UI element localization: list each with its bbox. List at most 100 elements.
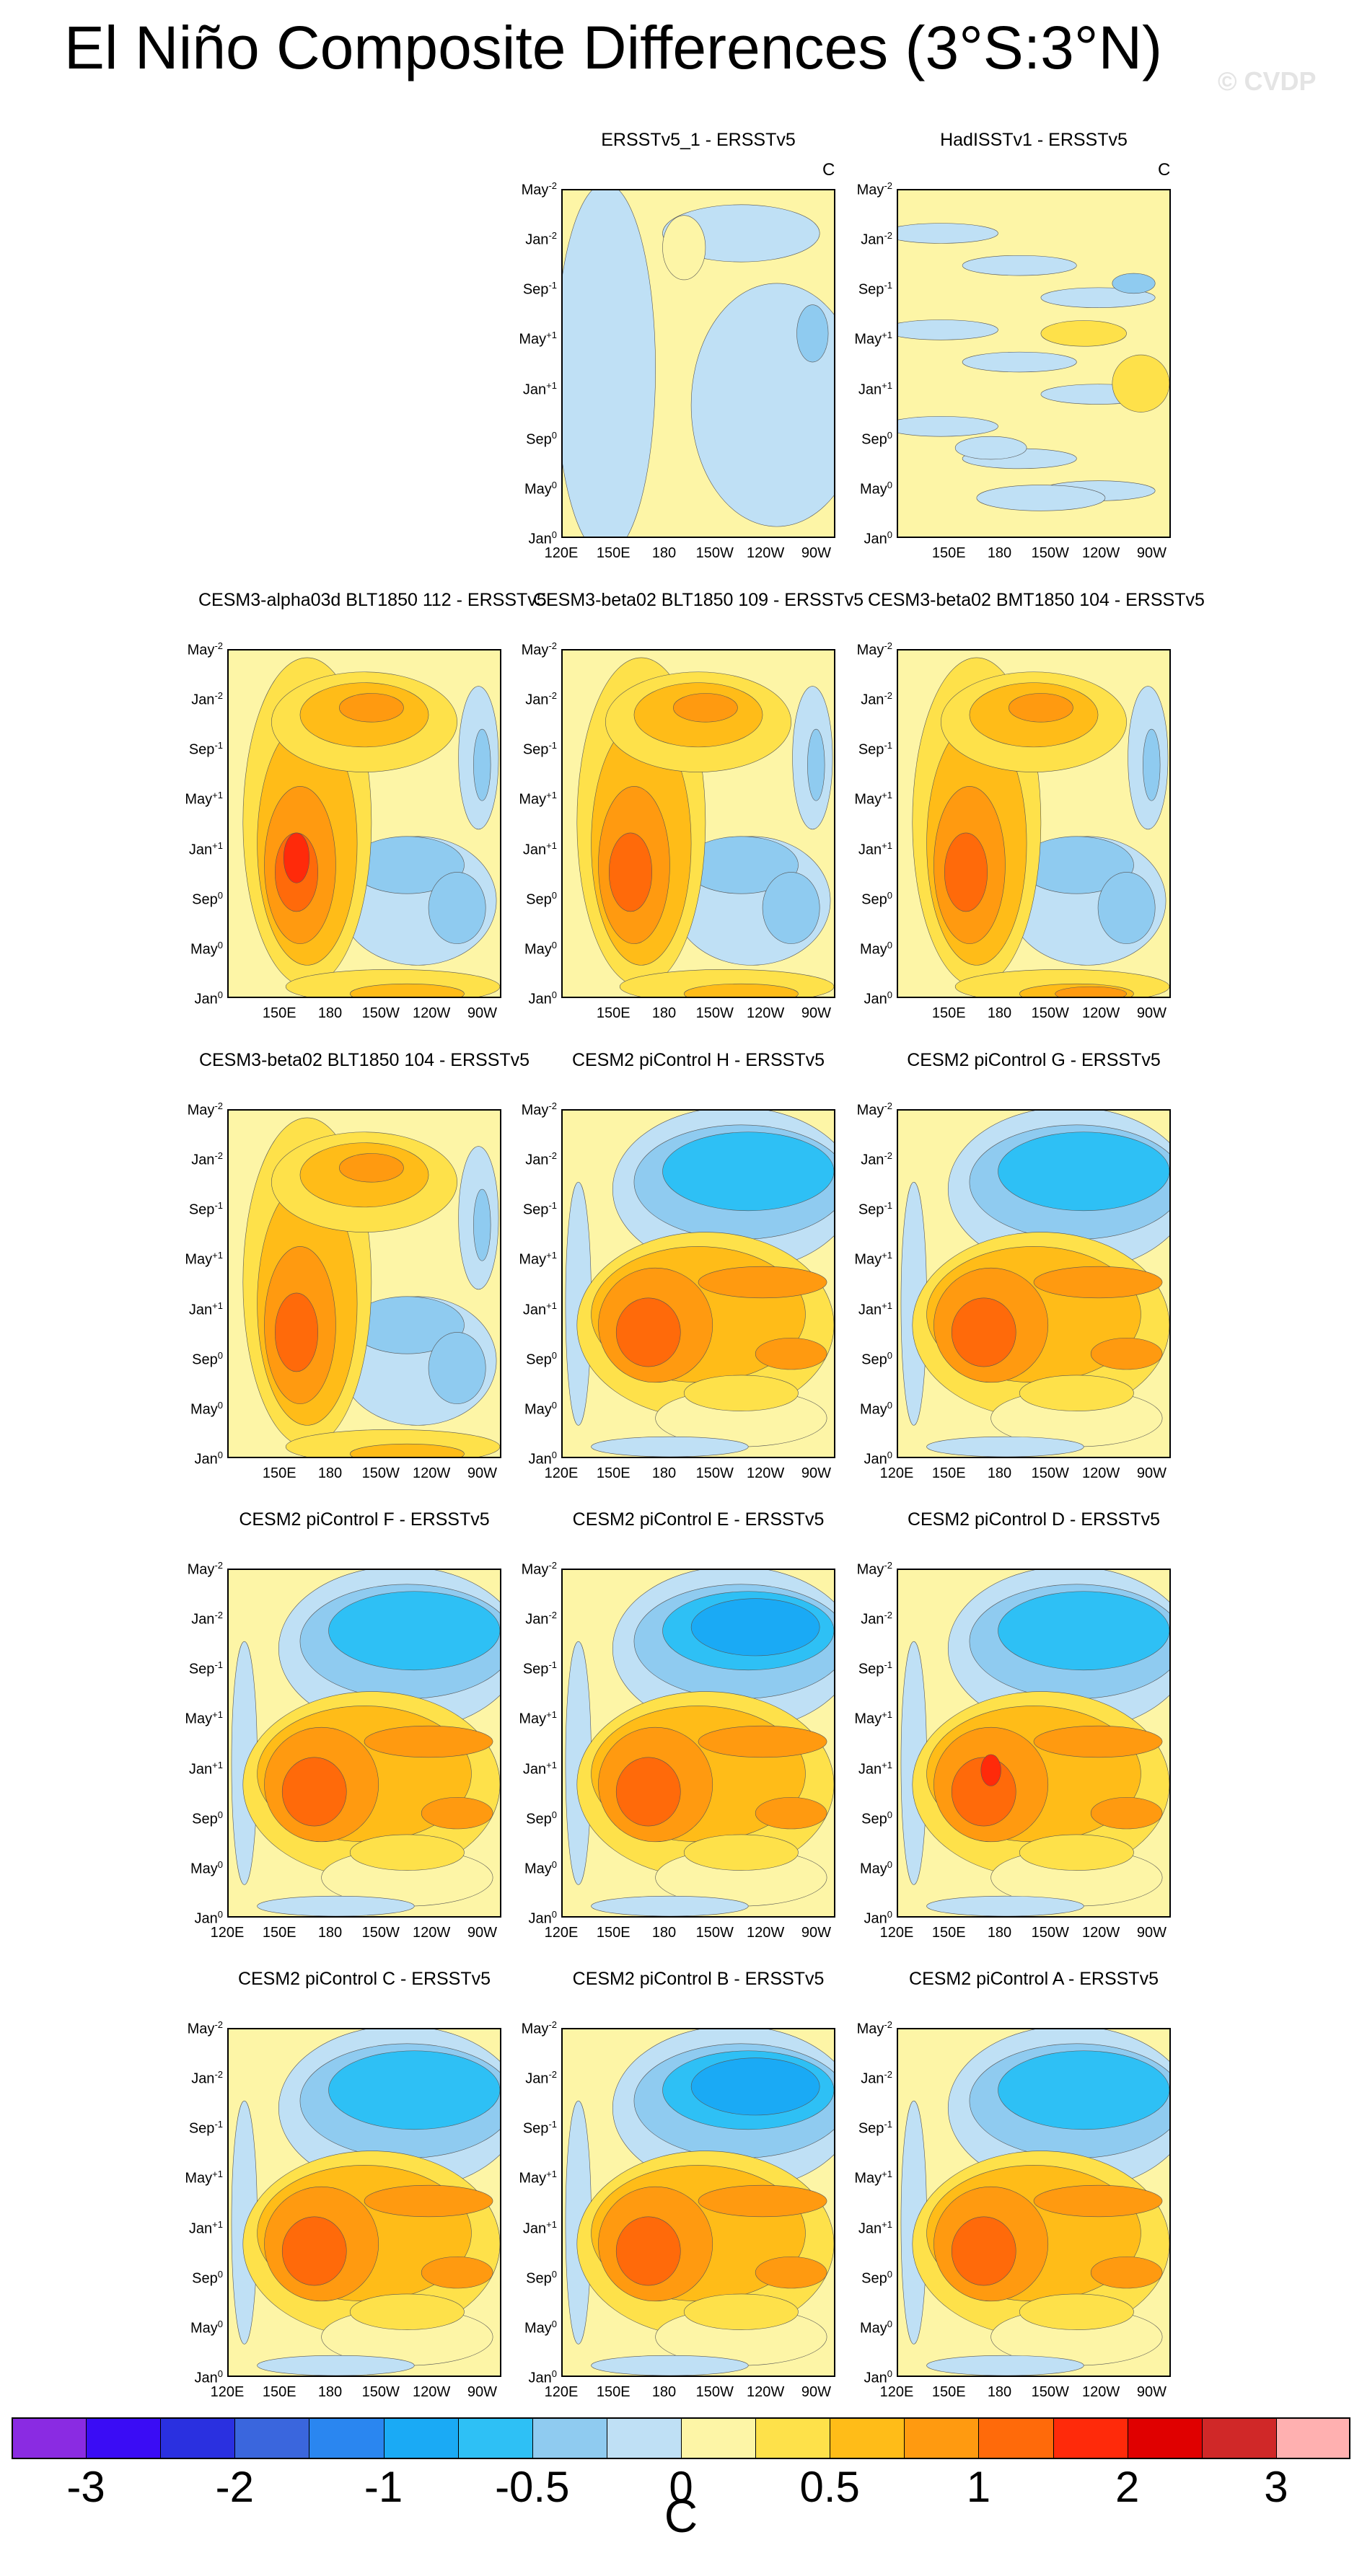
x-tick-label: 90W [801,1925,831,1941]
y-tick-year: +1 [212,1759,223,1770]
y-tick-month: Jan [858,381,882,398]
y-tick-label: Jan+1 [827,1300,892,1319]
y-tick-year: +1 [212,2169,223,2180]
y-tick-month: May [859,1401,887,1418]
x-tick-label: 120W [412,1005,451,1021]
x-tick-label: 90W [801,1005,831,1021]
panel-title: CESM2 piControl G - ERSSTv5 [907,1050,1161,1070]
y-tick-month: Jan [522,1302,547,1318]
colorbar-swatch [383,2417,458,2459]
y-tick-label: Sep-1 [492,740,557,759]
y-tick-year: -2 [884,230,892,242]
y-tick-month: May [856,1102,884,1119]
y-tick-month: May [524,481,552,498]
contour-region [951,1297,1016,1367]
hovmoller-plot [561,2028,835,2377]
y-tick-label: Sep0 [827,890,892,909]
contour-region [1055,986,1127,997]
contour-region [662,215,706,281]
x-tick-label: 180 [317,1465,343,1481]
y-tick-year: -2 [884,180,892,191]
y-tick-year: +1 [882,1300,892,1311]
contour-field [229,1570,500,1916]
contour-region [662,1132,834,1212]
y-tick-year: +1 [546,1709,557,1721]
panel-units: C [1158,160,1171,180]
y-tick-month: Jan [194,2370,218,2386]
y-tick-month: Sep [188,2120,215,2137]
y-tick-month: Jan [528,531,552,547]
colorbar-swatch [532,2417,607,2459]
y-tick-year: 0 [551,2318,557,2329]
y-tick-year: 0 [551,529,557,540]
contour-region [683,1834,799,1871]
x-tick-label: 150E [931,1465,966,1481]
contour-region [591,2355,749,2376]
panel-title: CESM2 piControl B - ERSSTv5 [572,1969,825,1989]
colorbar-swatch [1127,2417,1202,2459]
y-tick-label: Sep0 [492,1350,557,1369]
y-tick-label: Sep0 [827,2269,892,2288]
contour-region [951,2216,1016,2286]
y-tick-label: May+1 [492,330,557,348]
colorbar-swatch [681,2417,756,2459]
hovmoller-plot [561,1569,835,1918]
y-tick-month: Jan [525,2070,549,2087]
y-tick-month: May [185,1711,213,1728]
hovmoller-plot [897,2028,1171,2377]
y-tick-month: May [524,941,552,958]
hovmoller-plot [227,649,501,998]
y-tick-label: Sep0 [492,2269,557,2288]
y-tick-label: Jan+1 [492,380,557,399]
y-tick-month: May [187,1102,215,1119]
x-tick-label: 120E [544,1925,579,1941]
y-tick-year: -1 [214,1659,223,1671]
contour-region [364,1725,493,1758]
y-tick-label: Jan-2 [158,2069,223,2088]
x-tick-label: 120E [210,2384,245,2400]
hovmoller-plot [897,1569,1171,1918]
y-tick-year: -2 [548,2069,557,2081]
y-tick-label: Sep-1 [492,1659,557,1678]
y-tick-month: Sep [858,281,884,298]
contour-region [281,1757,347,1827]
y-tick-year: 0 [887,2268,892,2280]
y-tick-label: Jan-2 [492,1610,557,1628]
contour-region [998,1132,1169,1212]
contour-region [1009,693,1073,723]
contour-region [428,872,486,944]
y-tick-label: May+1 [827,2169,892,2187]
y-tick-month: Jan [864,1910,887,1927]
y-tick-year: +1 [882,1709,892,1721]
y-tick-month: Sep [861,891,887,908]
x-tick-label: 90W [801,545,831,561]
panel-title: CESM3-beta02 BLT1850 109 - ERSSTv5 [532,590,864,610]
x-tick-label: 150W [361,1465,400,1481]
x-tick-label: 120W [746,2384,785,2400]
y-tick-label: May+1 [158,1709,223,1728]
y-tick-month: May [859,2320,887,2337]
x-tick-label: 150E [596,1465,631,1481]
contour-region [1033,1725,1163,1758]
y-tick-label: Sep-1 [827,1200,892,1219]
y-tick-label: Sep0 [158,1809,223,1828]
y-tick-year: 0 [551,2368,557,2379]
x-tick-label: 150W [1031,1925,1069,1941]
x-tick-label: 150E [596,545,631,561]
y-tick-month: Sep [526,2270,552,2287]
contour-field [563,650,834,997]
y-tick-month: Jan [522,381,547,398]
y-tick-year: 0 [887,889,892,901]
y-tick-year: -2 [884,1560,892,1571]
x-tick-label: 180 [651,1465,677,1481]
x-tick-label: 180 [651,1005,677,1021]
colorbar-label: 3 [1264,2463,1288,2511]
y-tick-label: May-2 [827,180,892,199]
y-tick-month: May [519,792,547,808]
colorbar-swatch [1201,2417,1276,2459]
y-tick-label: May0 [158,940,223,958]
y-tick-month: May [854,1252,882,1269]
x-tick-label: 120W [746,1465,785,1481]
y-tick-month: May [187,642,215,658]
x-tick-label: 180 [987,545,1012,561]
